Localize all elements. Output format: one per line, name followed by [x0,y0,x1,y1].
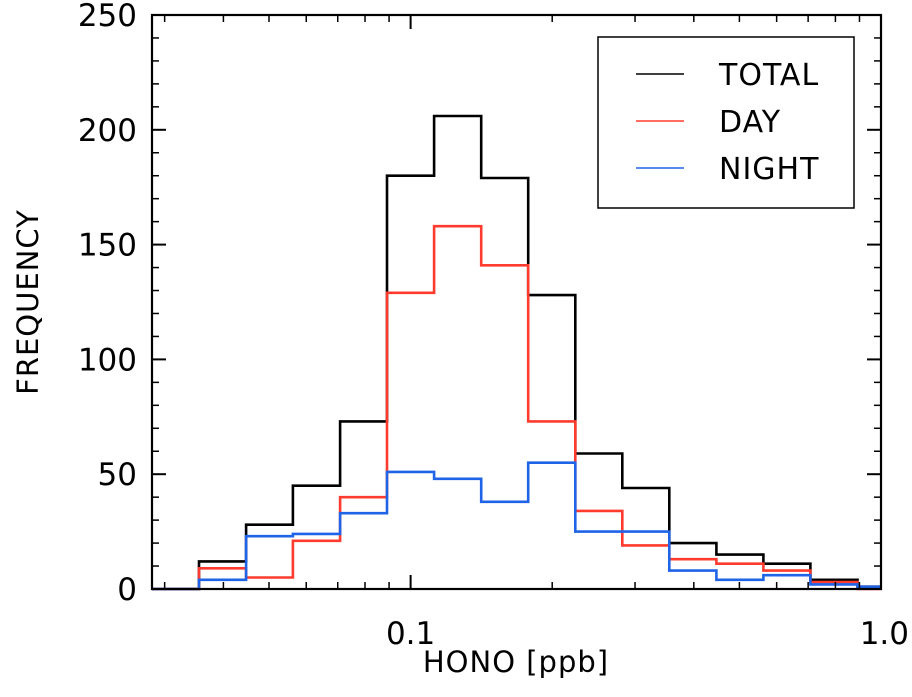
x-tick-label: 0.1 [386,616,435,652]
series-layer [152,114,881,591]
series-total-line [152,114,881,591]
legend: TOTAL DAY NIGHT [597,36,855,209]
axes-layer [150,13,883,591]
ticks-layer: 0 50 100 150 200 250 0.1 1.0 [78,0,909,652]
series-day-line [152,224,881,591]
legend-label-night: NIGHT [719,152,819,187]
legend-label-day: DAY [719,105,781,140]
y-tick-label: 150 [78,228,137,264]
y-tick-label: 250 [78,0,137,34]
y-axis-title: FREQUENCY [11,209,45,395]
legend-box [597,36,855,209]
plot-frame [150,13,883,591]
series-night-line [152,461,881,591]
y-tick-label: 200 [78,113,137,149]
x-axis-title: HONO [ppb] [423,645,609,679]
y-tick-label: 0 [117,572,137,608]
legend-label-total: TOTAL [718,58,819,93]
y-tick-label: 100 [78,342,137,378]
y-tick-label: 50 [98,457,137,493]
x-tick-label: 1.0 [860,616,909,652]
